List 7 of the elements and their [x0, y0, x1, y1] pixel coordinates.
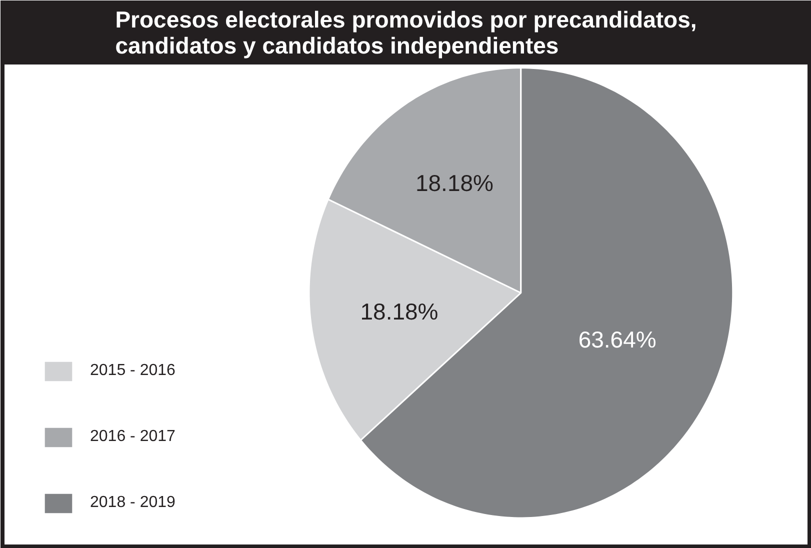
- data-label: 18.18%: [360, 298, 438, 324]
- legend-label: 2016 - 2017: [90, 428, 176, 446]
- data-label: 18.18%: [415, 170, 494, 196]
- legend-label: 2015 - 2016: [90, 362, 176, 380]
- legend-label: 2018 - 2019: [90, 494, 176, 512]
- data-label: 63.64%: [578, 326, 656, 353]
- chart-title: Procesos electorales promovidos por precandidatos, candidatos y candidatos independientes: [115, 6, 697, 58]
